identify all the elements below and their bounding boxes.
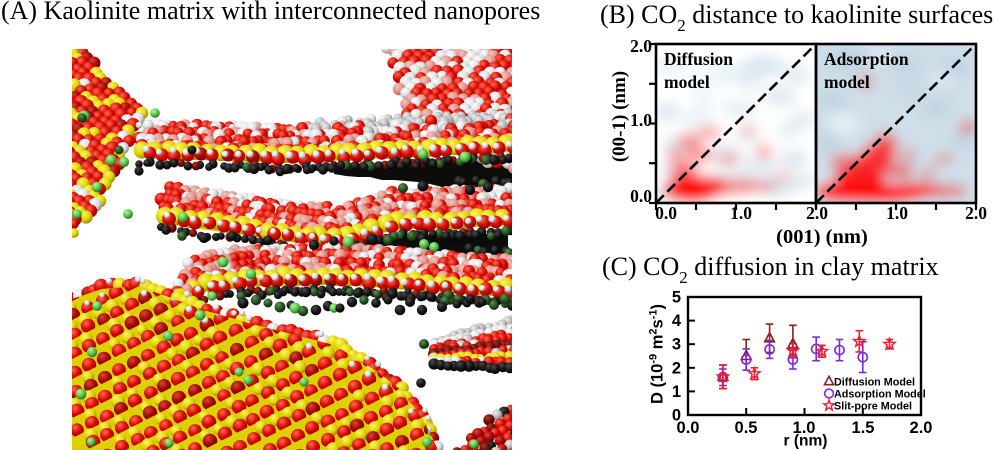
- svg-text:(001) (nm): (001) (nm): [776, 226, 868, 248]
- svg-text:0: 0: [672, 407, 681, 425]
- svg-text:model: model: [664, 72, 710, 92]
- svg-text:1: 1: [672, 383, 681, 401]
- svg-text:(00-1) (nm): (00-1) (nm): [609, 71, 630, 162]
- svg-text:2.0: 2.0: [630, 36, 652, 56]
- svg-text:0.0: 0.0: [677, 419, 700, 437]
- svg-text:2.0: 2.0: [965, 203, 987, 223]
- svg-text:3: 3: [672, 336, 681, 354]
- svg-text:5: 5: [672, 289, 681, 307]
- svg-text:1.0: 1.0: [730, 203, 752, 223]
- svg-text:0.5: 0.5: [735, 419, 758, 437]
- svg-text:Slit-pore Model: Slit-pore Model: [834, 401, 912, 413]
- svg-text:Adsorption Model: Adsorption Model: [834, 389, 926, 401]
- svg-text:2.0: 2.0: [910, 419, 933, 437]
- svg-text:4: 4: [672, 312, 682, 330]
- svg-text:Diffusion Model: Diffusion Model: [834, 377, 915, 389]
- svg-text:2.0: 2.0: [806, 203, 828, 223]
- svg-text:0.0: 0.0: [630, 186, 652, 206]
- svg-text:D (10-9 m2s-1): D (10-9 m2s-1): [648, 304, 667, 404]
- svg-text:0.0: 0.0: [655, 203, 677, 223]
- svg-text:Diffusion: Diffusion: [664, 49, 733, 69]
- svg-text:1.0: 1.0: [793, 419, 816, 437]
- svg-text:model: model: [824, 72, 870, 92]
- svg-text:1.0: 1.0: [630, 110, 652, 130]
- svg-text:r (nm): r (nm): [784, 433, 828, 450]
- svg-text:1.5: 1.5: [852, 419, 875, 437]
- svg-text:1.0: 1.0: [886, 203, 908, 223]
- svg-text:2: 2: [672, 359, 681, 377]
- svg-text:Adsorption: Adsorption: [824, 49, 909, 69]
